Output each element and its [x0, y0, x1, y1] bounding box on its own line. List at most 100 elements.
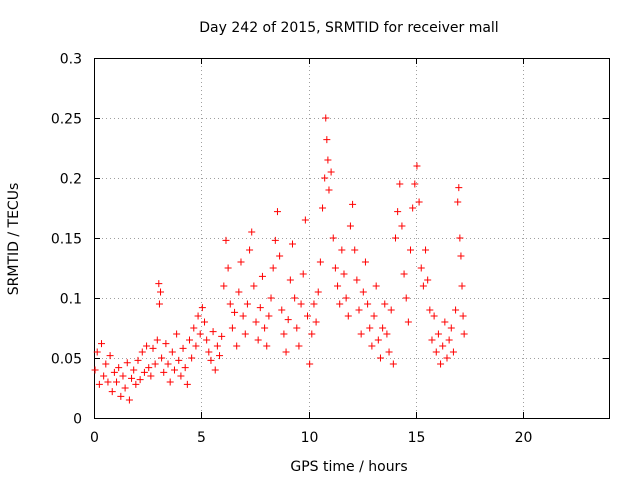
data-point: [155, 300, 163, 308]
data-point: [162, 340, 170, 348]
y-tick-label: 0.05: [51, 352, 82, 368]
data-point: [331, 264, 339, 272]
data-point: [175, 356, 183, 364]
data-point: [312, 318, 320, 326]
x-tick-label: 15: [408, 430, 426, 446]
data-point: [456, 234, 464, 242]
data-point: [239, 312, 247, 320]
data-point: [370, 312, 378, 320]
data-point: [271, 236, 279, 244]
data-point: [457, 252, 465, 260]
data-point: [98, 340, 106, 348]
data-point: [295, 342, 303, 350]
data-point: [319, 204, 327, 212]
data-point: [123, 359, 131, 367]
tick-labels: 0 5 10 15 20 0 0.05 0.1 0.15 0.2 0.25 0.3: [51, 52, 533, 447]
data-point: [278, 306, 286, 314]
data-point: [254, 336, 262, 344]
data-point: [179, 344, 187, 352]
y-tick-label: 0.15: [51, 232, 82, 248]
data-points: [91, 114, 468, 404]
data-point: [158, 354, 166, 362]
data-point: [160, 368, 168, 376]
data-point: [188, 354, 196, 362]
x-tick-label: 0: [90, 430, 99, 446]
data-point: [115, 364, 123, 372]
data-point: [130, 366, 138, 374]
data-point: [459, 312, 467, 320]
data-point: [265, 312, 273, 320]
data-point: [224, 264, 232, 272]
data-point: [400, 270, 408, 278]
data-point: [402, 294, 410, 302]
data-point: [201, 318, 209, 326]
x-axis-label: GPS time / hours: [290, 459, 407, 475]
data-point: [177, 372, 185, 380]
data-point: [173, 330, 181, 338]
data-point: [381, 300, 389, 308]
data-point: [353, 276, 361, 284]
data-point: [252, 318, 260, 326]
data-point: [449, 348, 457, 356]
data-point: [299, 270, 307, 278]
data-point: [419, 282, 427, 290]
data-point: [364, 300, 372, 308]
data-point: [394, 208, 402, 216]
data-point: [334, 282, 342, 290]
data-point: [306, 360, 314, 368]
data-point: [398, 222, 406, 230]
axis-ticks: [94, 58, 609, 419]
data-point: [286, 276, 294, 284]
data-point: [185, 336, 193, 344]
data-point: [374, 336, 382, 344]
data-point: [190, 324, 198, 332]
plot-frame: [94, 58, 610, 419]
data-point: [455, 184, 463, 192]
x-tick-label: 10: [301, 430, 319, 446]
data-point: [387, 306, 395, 314]
data-point: [220, 282, 228, 290]
data-point: [273, 208, 281, 216]
x-tick-label: 5: [197, 430, 206, 446]
data-point: [91, 366, 99, 374]
data-point: [136, 376, 144, 384]
data-point: [428, 336, 436, 344]
data-point: [310, 300, 318, 308]
data-point: [329, 234, 337, 242]
data-point: [108, 388, 116, 396]
data-point: [340, 270, 348, 278]
data-point: [368, 342, 376, 350]
data-point: [143, 342, 151, 350]
data-point: [153, 336, 161, 344]
data-point: [357, 330, 365, 338]
data-point: [366, 324, 374, 332]
data-point: [351, 246, 359, 254]
data-point: [349, 200, 357, 208]
data-point: [404, 318, 412, 326]
data-point: [359, 288, 367, 296]
data-point: [104, 378, 112, 386]
y-tick-label: 0.1: [60, 292, 82, 308]
data-point: [256, 304, 264, 312]
data-point: [322, 114, 330, 122]
data-point: [316, 258, 324, 266]
data-point: [383, 330, 391, 338]
data-point: [207, 356, 215, 364]
data-point: [211, 366, 219, 374]
data-point: [243, 300, 251, 308]
data-point: [157, 288, 165, 296]
data-point: [203, 336, 211, 344]
data-point: [250, 282, 258, 290]
x-tick-label: 20: [515, 430, 533, 446]
data-point: [301, 216, 309, 224]
data-point: [231, 308, 239, 316]
data-point: [106, 352, 114, 360]
data-point: [379, 324, 387, 332]
data-point: [280, 330, 288, 338]
data-point: [246, 246, 254, 254]
data-point: [288, 240, 296, 248]
data-point: [389, 360, 397, 368]
data-point: [407, 246, 415, 254]
data-point: [443, 354, 451, 362]
